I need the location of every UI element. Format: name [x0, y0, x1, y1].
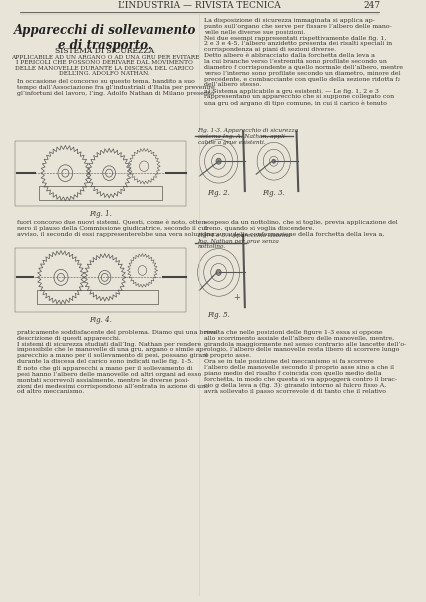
Circle shape [271, 160, 275, 163]
Text: sospeso da un nottolino, che si toglie, previa applicazione del
freno, quando si: sospeso da un nottolino, che si toglie, … [203, 220, 397, 237]
Text: praticamente soddisfacente del problema. Diamo qui una breve
descrizione di ques: praticamente soddisfacente del problema.… [17, 330, 217, 394]
Text: Fig. 2.: Fig. 2. [207, 189, 230, 197]
Text: risulta che nelle posizioni delle figure 1-3 essa si oppone
allo scorrimento ass: risulta che nelle posizioni delle figure… [203, 330, 405, 394]
Bar [39, 186, 161, 200]
Text: APPLICABILE AD UN ARGANO O AD UNA GRU PER EVITARE: APPLICABILE AD UN ARGANO O AD UNA GRU PE… [11, 55, 199, 60]
Text: Apparecchi di sollevamento
e di trasporto.: Apparecchi di sollevamento e di trasport… [14, 24, 196, 52]
Text: DELL’ING. ADOLFO NATHAN.: DELL’ING. ADOLFO NATHAN. [59, 72, 150, 76]
Text: La disposizione di sicurezza immaginata si applica ap-
punto sull’organo che ser: La disposizione di sicurezza immaginata … [203, 18, 402, 106]
Text: Fig. 4 e 5. Apparecchio sistema
Ing. Nathan per grue senza
nottolino.: Fig. 4 e 5. Apparecchio sistema Ing. Nat… [197, 233, 291, 249]
Text: I PERICOLI CHE POSSONO DERIVARE DAL MOVIMENTO: I PERICOLI CHE POSSONO DERIVARE DAL MOVI… [16, 60, 193, 66]
Text: In occasione del concorso su questo tema, bandito a suo
tempo dall’Associazione : In occasione del concorso su questo tema… [17, 79, 214, 96]
Text: Fig. 4.: Fig. 4. [89, 316, 112, 324]
Text: Fig. 1.: Fig. 1. [89, 210, 112, 218]
Text: SISTEMA DI SICUREZZA: SISTEMA DI SICUREZZA [55, 47, 154, 55]
Text: L’INDUSTRIA — RIVISTA TECNICA: L’INDUSTRIA — RIVISTA TECNICA [118, 1, 280, 10]
Circle shape [216, 158, 221, 164]
Bar [15, 141, 186, 206]
Bar [15, 247, 186, 312]
Text: +: + [233, 293, 240, 302]
Text: Fig. 3.: Fig. 3. [262, 189, 285, 197]
Circle shape [216, 270, 221, 275]
Bar [37, 290, 158, 304]
Text: 247: 247 [363, 1, 380, 10]
Text: Fig. 5.: Fig. 5. [207, 311, 230, 319]
Text: fuori concorso due nuovi sistemi. Questi, come è noto, otten-
nero il plauso del: fuori concorso due nuovi sistemi. Questi… [17, 220, 213, 237]
Text: DELLE MANOVELLE DURANTE LA DISCESA DEL CARICO: DELLE MANOVELLE DURANTE LA DISCESA DEL C… [15, 66, 194, 71]
Text: Fig. 1-3. Apparecchio di sicurezza
sistema Ing. A. Nathan, appli-
cabile a grue : Fig. 1-3. Apparecchio di sicurezza siste… [197, 128, 298, 145]
